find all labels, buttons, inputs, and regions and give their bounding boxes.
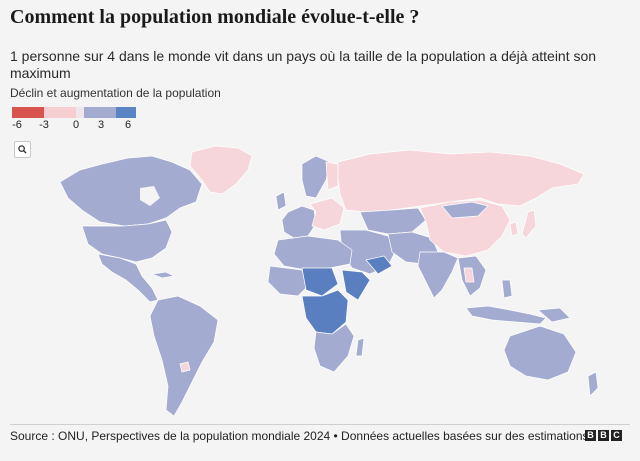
- legend-tick: 6: [124, 119, 132, 131]
- region-australia[interactable]: [503, 325, 577, 381]
- legend-tick: 0: [72, 119, 80, 131]
- region-russia[interactable]: [337, 149, 585, 213]
- region-horn-of-africa[interactable]: [341, 269, 371, 301]
- region-usa[interactable]: [81, 219, 173, 263]
- region-scandinavia[interactable]: [301, 155, 331, 199]
- search-icon: [18, 145, 27, 154]
- region-new-guinea[interactable]: [537, 307, 571, 323]
- region-central-america[interactable]: [97, 253, 159, 303]
- legend-swatch-strong-decline: [12, 107, 44, 118]
- region-europe-west[interactable]: [281, 205, 317, 239]
- legend-swatch-neutral: [76, 107, 84, 118]
- region-mongolia[interactable]: [441, 201, 489, 219]
- region-southern-africa[interactable]: [313, 323, 355, 373]
- legend-swatch-strong-growth: [116, 107, 136, 118]
- region-central-africa[interactable]: [301, 289, 349, 335]
- region-uk[interactable]: [275, 191, 287, 211]
- source-note: Source : ONU, Perspectives de la populat…: [10, 429, 589, 443]
- logo-letter: B: [585, 430, 596, 441]
- region-yemen-oman[interactable]: [365, 255, 393, 275]
- footer-divider: [10, 424, 630, 425]
- bbc-logo: B B C: [585, 430, 622, 441]
- region-hudson-bay: [140, 186, 160, 206]
- legend-tick: 3: [97, 119, 105, 131]
- region-madagascar[interactable]: [355, 337, 365, 357]
- region-china[interactable]: [419, 199, 511, 257]
- chart-subtitle: 1 personne sur 4 dans le monde vit dans …: [10, 48, 597, 81]
- region-uruguay[interactable]: [179, 361, 191, 373]
- world-map: [59, 145, 599, 417]
- region-north-africa[interactable]: [273, 235, 353, 271]
- chart-title: Comment la population mondiale évolue-t-…: [10, 6, 420, 28]
- legend-tick: -3: [39, 119, 49, 131]
- legend-title: Déclin et augmentation de la population: [10, 86, 221, 100]
- region-south-america[interactable]: [149, 295, 219, 417]
- region-philippines[interactable]: [501, 279, 513, 299]
- region-west-africa[interactable]: [267, 265, 309, 297]
- region-caribbean[interactable]: [151, 271, 175, 279]
- logo-letter: B: [598, 430, 609, 441]
- region-new-zealand[interactable]: [587, 371, 599, 397]
- region-sahel[interactable]: [301, 267, 339, 297]
- region-central-asia[interactable]: [359, 207, 427, 235]
- region-india[interactable]: [417, 251, 459, 299]
- region-japan[interactable]: [521, 209, 537, 239]
- region-finland[interactable]: [325, 161, 339, 191]
- legend-swatch-growth: [84, 107, 116, 118]
- region-greenland[interactable]: [189, 145, 253, 195]
- region-thailand[interactable]: [463, 267, 475, 283]
- zoom-button[interactable]: [14, 141, 31, 158]
- region-europe-east[interactable]: [309, 197, 345, 231]
- legend-swatch-decline: [44, 107, 76, 118]
- region-korea[interactable]: [509, 221, 519, 237]
- logo-letter: C: [611, 430, 622, 441]
- region-indonesia[interactable]: [465, 305, 547, 325]
- legend-tick: -6: [12, 119, 22, 131]
- region-north-america-north[interactable]: [59, 155, 203, 227]
